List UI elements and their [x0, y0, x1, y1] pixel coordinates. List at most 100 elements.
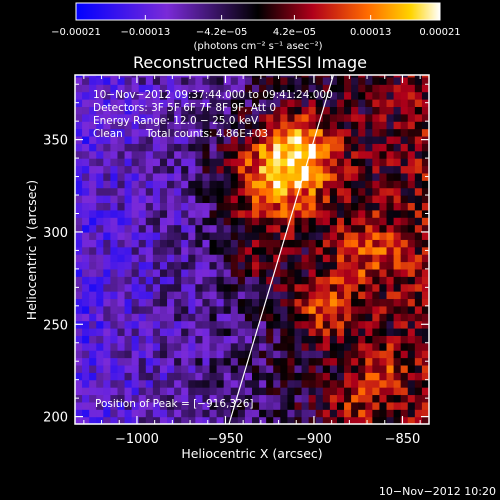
- heatmap-cell: [351, 298, 359, 307]
- heatmap-cell: [202, 283, 211, 292]
- heatmap-cell: [117, 364, 126, 373]
- heatmap-cell: [230, 128, 239, 137]
- heatmap-cell: [266, 313, 274, 322]
- heatmap-cell: [259, 91, 267, 100]
- heatmap-cell: [75, 128, 83, 137]
- heatmap-cell: [195, 231, 204, 240]
- heatmap-cell: [89, 239, 97, 248]
- heatmap-cell: [209, 99, 218, 107]
- heatmap-cell: [244, 268, 253, 277]
- heatmap-cell: [287, 409, 296, 418]
- heatmap-cell: [195, 209, 204, 218]
- heatmap-cell: [244, 121, 253, 130]
- heatmap-cell: [131, 121, 140, 130]
- heatmap-cell: [131, 75, 140, 78]
- heatmap-cell: [110, 305, 119, 314]
- heatmap-cell: [159, 313, 168, 322]
- heatmap-cell: [287, 335, 296, 344]
- heatmap-cell: [252, 217, 260, 226]
- heatmap-cell: [400, 416, 409, 424]
- heatmap-cell: [344, 342, 352, 351]
- y-axis-title: Heliocentric Y (arcsec): [24, 180, 39, 320]
- heatmap-cell: [216, 364, 225, 373]
- heatmap-cell: [145, 239, 154, 248]
- heatmap-cell: [103, 401, 111, 410]
- heatmap-cell: [414, 99, 423, 107]
- heatmap-cell: [244, 180, 253, 189]
- heatmap-cell: [329, 409, 338, 418]
- heatmap-cell: [336, 394, 345, 403]
- heatmap-cell: [181, 172, 189, 181]
- heatmap-cell: [273, 106, 281, 115]
- heatmap-cell: [329, 364, 338, 373]
- heatmap-cell: [259, 158, 267, 167]
- heatmap-cell: [421, 379, 429, 388]
- heatmap-cell: [252, 305, 260, 314]
- heatmap-cell: [351, 320, 359, 329]
- heatmap-cell: [273, 135, 281, 144]
- heatmap-cell: [174, 165, 182, 174]
- heatmap-cell: [96, 76, 104, 85]
- heatmap-cell: [421, 76, 429, 85]
- heatmap-cell: [124, 106, 133, 115]
- heatmap-cell: [216, 128, 225, 137]
- heatmap-cell: [301, 268, 310, 277]
- heatmap-cell: [421, 291, 429, 300]
- heatmap-cell: [89, 364, 97, 373]
- heatmap-cell: [110, 313, 119, 322]
- heatmap-cell: [202, 327, 211, 336]
- heatmap-cell: [188, 195, 196, 204]
- heatmap-cell: [358, 350, 366, 359]
- heatmap-cell: [329, 342, 338, 351]
- heatmap-cell: [379, 224, 388, 233]
- heatmap-cell: [414, 224, 423, 233]
- heatmap-cell: [393, 335, 402, 344]
- heatmap-cell: [209, 335, 218, 344]
- heatmap-cell: [216, 254, 225, 263]
- heatmap-cell: [181, 313, 189, 322]
- heatmap-cell: [336, 195, 345, 204]
- heatmap-cell: [273, 350, 281, 359]
- heatmap-cell: [344, 224, 352, 233]
- heatmap-cell: [329, 224, 338, 233]
- heatmap-cell: [358, 113, 366, 122]
- heatmap-cell: [117, 91, 126, 100]
- heatmap-cell: [216, 150, 225, 159]
- heatmap-cell: [89, 195, 97, 204]
- heatmap-cell: [145, 91, 154, 100]
- x-tick-label: −850: [385, 432, 421, 447]
- heatmap-cell: [358, 99, 366, 107]
- heatmap-cell: [117, 372, 126, 381]
- heatmap-cell: [244, 409, 253, 418]
- heatmap-cell: [159, 283, 168, 292]
- heatmap-cell: [237, 401, 246, 410]
- heatmap-cell: [237, 291, 246, 300]
- heatmap-cell: [138, 187, 147, 196]
- heatmap-cell: [124, 224, 133, 233]
- heatmap-cell: [131, 364, 140, 373]
- heatmap-cell: [308, 195, 317, 204]
- heatmap-cell: [301, 76, 310, 85]
- heatmap-cell: [315, 276, 324, 285]
- heatmap-cell: [372, 364, 381, 373]
- heatmap-cell: [379, 364, 388, 373]
- heatmap-cell: [259, 150, 267, 159]
- heatmap-cell: [188, 357, 196, 366]
- heatmap-cell: [329, 394, 338, 403]
- heatmap-cell: [358, 291, 366, 300]
- heatmap-cell: [216, 143, 225, 152]
- heatmap-cell: [379, 76, 388, 85]
- heatmap-cell: [138, 291, 147, 300]
- heatmap-cell: [358, 187, 366, 196]
- heatmap-cell: [329, 209, 338, 218]
- heatmap-cell: [273, 416, 281, 424]
- heatmap-cell: [145, 121, 154, 130]
- heatmap-cell: [273, 372, 281, 381]
- heatmap-cell: [117, 121, 126, 130]
- heatmap-cell: [216, 327, 225, 336]
- heatmap-cell: [202, 268, 211, 277]
- heatmap-cell: [181, 84, 189, 93]
- heatmap-cell: [386, 409, 395, 418]
- heatmap-cell: [400, 364, 409, 373]
